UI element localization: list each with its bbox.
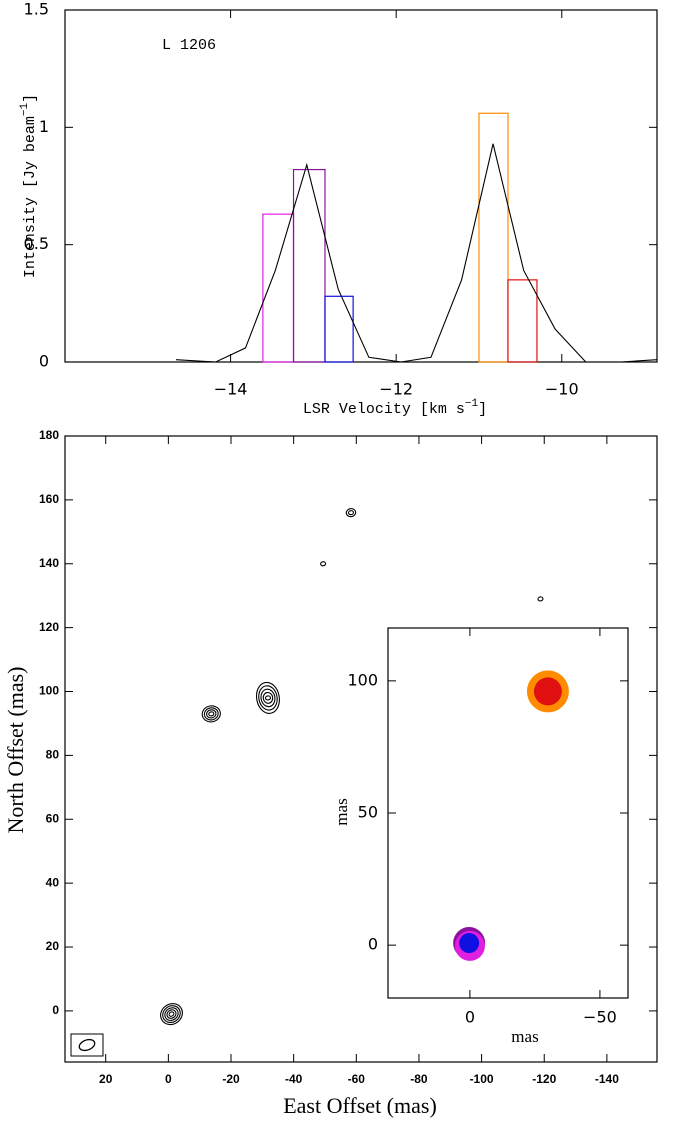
x-tick-label: −14: [214, 380, 248, 399]
y-tick-label: 160: [39, 492, 59, 506]
y-tick-label: 140: [39, 556, 59, 570]
y-axis-label: mas: [332, 798, 351, 825]
channel-bar: [507, 279, 538, 363]
y-tick-label: 50: [358, 803, 378, 822]
y-tick-label: 100: [39, 684, 59, 698]
channel-bar: [324, 295, 354, 363]
y-axis-label: North Offset (mas): [3, 667, 28, 834]
x-tick-label: -60: [348, 1072, 366, 1086]
y-axis-label-part: ]: [22, 94, 39, 103]
contour-level: [203, 707, 219, 721]
contour-level: [168, 1011, 175, 1017]
contour-level: [164, 1007, 179, 1021]
y-tick-label: 20: [46, 939, 60, 953]
y-tick-label: 0.5: [24, 234, 49, 253]
contour-level: [258, 685, 278, 711]
x-tick-label: 0: [465, 1008, 475, 1027]
x-tick-label: 0: [165, 1072, 172, 1086]
y-tick-label: 1: [39, 117, 49, 136]
contour-level: [262, 691, 274, 704]
contour-source: [320, 561, 327, 567]
y-axis-label-part: Intensity [Jy beam: [22, 116, 39, 278]
contour-level: [160, 1003, 183, 1026]
y-tick-label: 0: [39, 352, 49, 371]
channel-bar: [478, 112, 509, 363]
annotation: L 1206: [162, 37, 216, 54]
contour-level: [206, 709, 217, 719]
contour-source: [537, 596, 544, 602]
y-tick-label: 0: [52, 1003, 59, 1017]
x-tick-label: -40: [285, 1072, 303, 1086]
x-axis-label-part: −1: [465, 398, 479, 410]
contour-level: [166, 1009, 177, 1019]
contour-source: [255, 681, 280, 714]
y-tick-label: 120: [39, 620, 59, 634]
x-tick-label: -100: [470, 1072, 494, 1086]
y-tick-label: 100: [347, 670, 378, 689]
channel-bar: [292, 168, 326, 363]
x-axis-label: East Offset (mas): [283, 1093, 437, 1118]
y-tick-label: 0: [368, 935, 378, 954]
contour-level: [162, 1005, 181, 1024]
x-tick-label: −50: [583, 1008, 617, 1027]
x-tick-label: -140: [595, 1072, 619, 1086]
contour-level: [201, 705, 221, 723]
x-tick-label: −12: [379, 380, 413, 399]
contour-level: [537, 596, 544, 602]
contour-source: [201, 705, 221, 723]
contour-level: [264, 695, 272, 701]
contour-source: [345, 508, 357, 518]
x-tick-label: 20: [99, 1072, 113, 1086]
y-axis-label: Intensity [Jy beam−1]: [19, 94, 39, 278]
contour-level: [347, 510, 355, 516]
beam: [78, 1038, 96, 1052]
contour-level: [255, 681, 280, 714]
x-tick-label: −10: [545, 380, 579, 399]
y-tick-label: 60: [46, 811, 60, 825]
x-tick-label: -20: [222, 1072, 240, 1086]
contour-level: [320, 561, 327, 567]
plot-line: −14 −12 −10 0 0.5 1 1.5 L 1206: [24, 0, 658, 399]
x-axis-label-part: ]: [478, 401, 487, 418]
plot-scatter: 0 −50 0 50 100: [347, 627, 629, 1027]
y-tick-label: 40: [46, 875, 60, 889]
x-axis-label: mas: [511, 1027, 538, 1046]
y-tick-label: 80: [46, 748, 60, 762]
maser-spot: [459, 933, 480, 954]
y-tick-label: 180: [39, 428, 59, 442]
contour-source: [160, 1003, 183, 1026]
contour-level: [260, 688, 276, 708]
x-tick-label: -120: [532, 1072, 556, 1086]
x-axis-label-part: LSR Velocity [km s: [303, 401, 465, 418]
x-axis-label: LSR Velocity [km s−1]: [303, 398, 487, 418]
x-tick-label: -80: [410, 1072, 428, 1086]
contour-level: [345, 508, 357, 518]
plot-frame: [64, 9, 658, 363]
beam-box: [70, 1033, 104, 1057]
spectrum-line: [175, 143, 658, 363]
y-axis-label-part: −1: [19, 102, 31, 116]
y-tick-label: 1.5: [24, 0, 49, 19]
plot-frame: [387, 627, 629, 999]
maser-spot: [533, 677, 562, 706]
contour-level: [208, 711, 215, 717]
